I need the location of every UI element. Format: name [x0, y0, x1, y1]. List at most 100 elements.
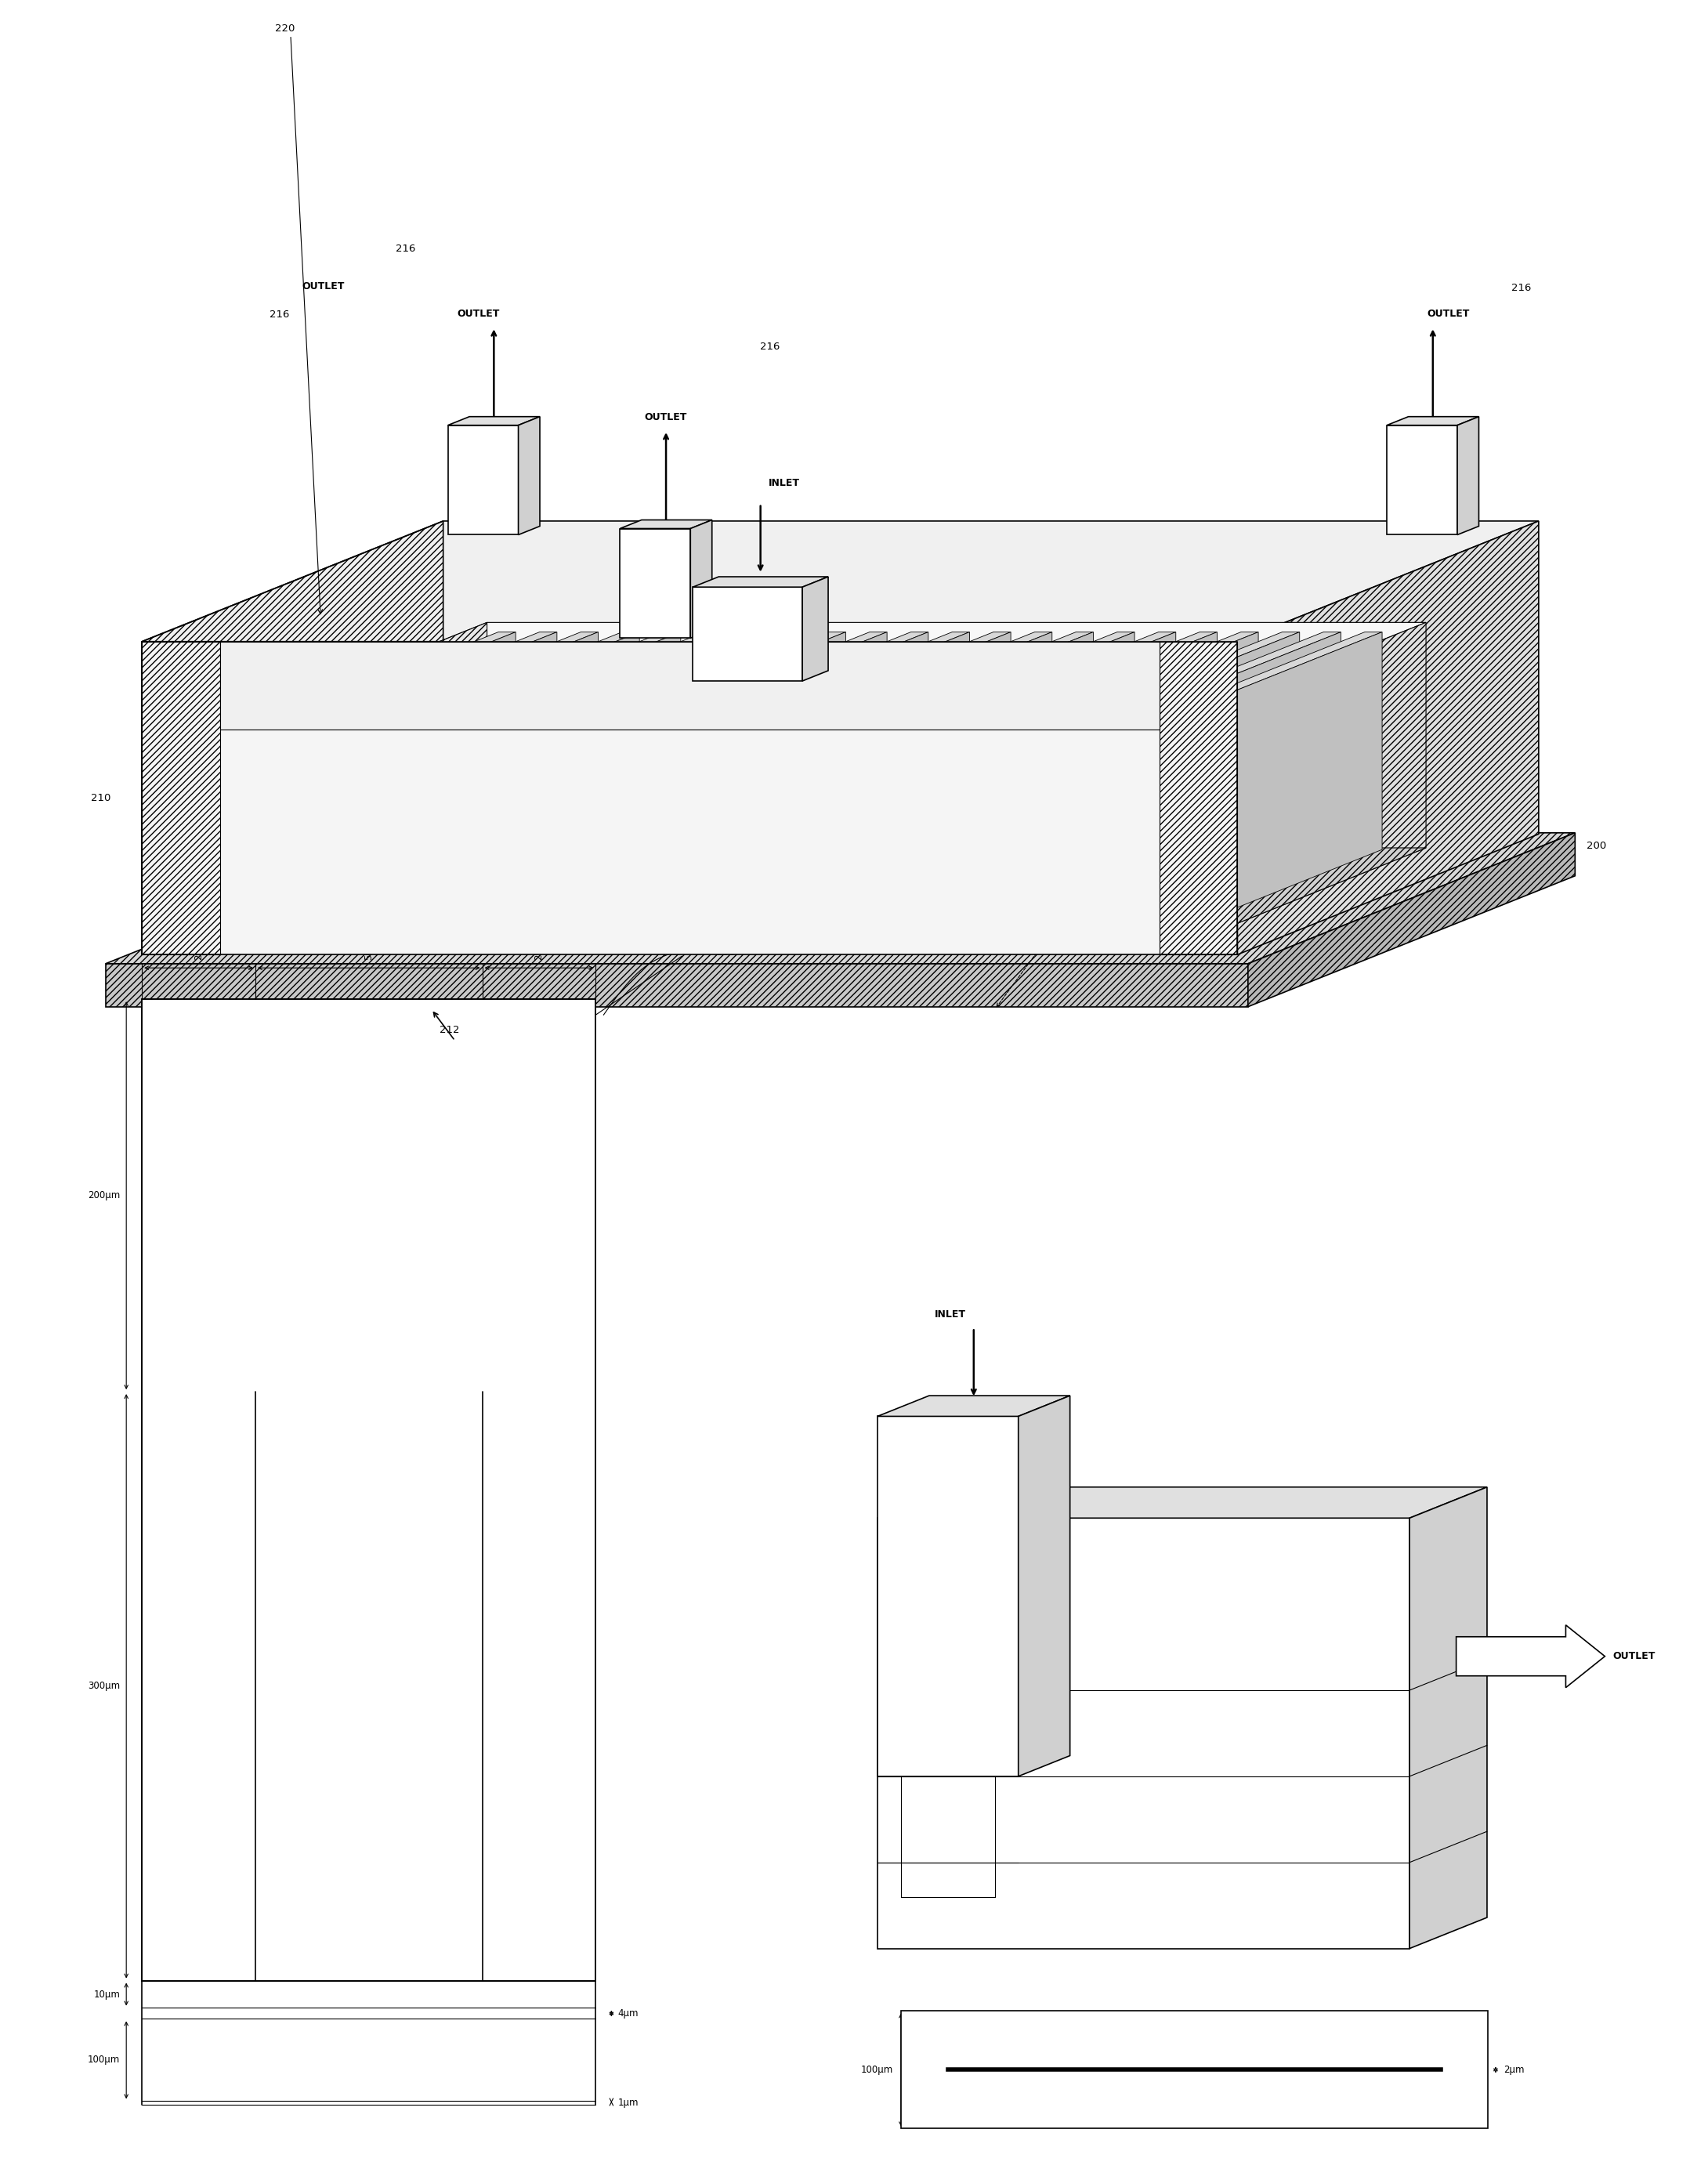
Polygon shape [540, 631, 763, 939]
Polygon shape [482, 631, 722, 722]
Polygon shape [523, 631, 763, 722]
Polygon shape [254, 848, 1426, 941]
Polygon shape [1059, 631, 1300, 722]
Text: —250: —250 [705, 948, 736, 957]
Polygon shape [357, 722, 374, 939]
Polygon shape [415, 631, 639, 939]
Polygon shape [975, 722, 994, 939]
Text: 50μm: 50μm [364, 933, 374, 961]
Polygon shape [620, 521, 712, 529]
Text: 212: 212 [439, 1026, 459, 1035]
Text: 222: 222 [1226, 627, 1247, 638]
Polygon shape [1100, 631, 1341, 722]
Polygon shape [398, 722, 415, 939]
Text: OUTLET: OUTLET [1428, 308, 1471, 319]
Polygon shape [482, 722, 499, 939]
Polygon shape [687, 631, 927, 722]
Text: 10μm: 10μm [94, 1989, 120, 2000]
Polygon shape [1076, 631, 1300, 939]
Text: OUTLET: OUTLET [302, 282, 345, 291]
Polygon shape [439, 631, 681, 722]
Polygon shape [951, 631, 1175, 939]
Polygon shape [803, 577, 828, 681]
Polygon shape [770, 631, 1011, 722]
Polygon shape [357, 631, 598, 722]
Polygon shape [975, 631, 1218, 722]
Polygon shape [869, 631, 1093, 939]
Polygon shape [910, 631, 1134, 939]
Polygon shape [106, 963, 1249, 1006]
Polygon shape [581, 631, 804, 939]
Polygon shape [605, 722, 622, 939]
Text: 200: 200 [1587, 842, 1606, 852]
Polygon shape [142, 1000, 596, 1980]
Polygon shape [523, 722, 540, 939]
Polygon shape [254, 623, 1426, 716]
Polygon shape [499, 631, 722, 939]
Polygon shape [564, 631, 804, 722]
Polygon shape [1141, 631, 1382, 722]
Polygon shape [934, 722, 951, 939]
Polygon shape [142, 521, 1539, 642]
Polygon shape [142, 642, 1237, 954]
Polygon shape [275, 722, 292, 939]
Text: 2μm: 2μm [1503, 2065, 1524, 2076]
Polygon shape [1035, 631, 1259, 939]
Polygon shape [852, 722, 869, 939]
Text: 216: 216 [1512, 282, 1530, 293]
Polygon shape [878, 1518, 1409, 1948]
Text: 25μm: 25μm [193, 933, 203, 961]
Polygon shape [646, 631, 886, 722]
Polygon shape [518, 416, 540, 536]
Text: 214: 214 [594, 644, 615, 655]
Polygon shape [687, 722, 704, 939]
Text: 25μm: 25μm [535, 933, 545, 961]
Polygon shape [292, 631, 516, 939]
Text: OUTLET: OUTLET [1612, 1651, 1655, 1661]
Polygon shape [852, 631, 1093, 722]
Polygon shape [663, 631, 886, 939]
Text: INLET: INLET [934, 1310, 967, 1321]
Polygon shape [1249, 833, 1575, 1006]
Text: OUTLET: OUTLET [644, 412, 687, 423]
Polygon shape [787, 631, 1011, 939]
Polygon shape [746, 631, 970, 939]
Text: 100μm: 100μm [87, 2054, 120, 2065]
Polygon shape [1100, 722, 1117, 939]
FancyArrow shape [1457, 1625, 1606, 1687]
Polygon shape [934, 631, 1175, 722]
Polygon shape [605, 631, 845, 722]
Polygon shape [1141, 722, 1158, 939]
Polygon shape [447, 416, 540, 425]
Polygon shape [728, 631, 970, 722]
Polygon shape [878, 1416, 1018, 1776]
Polygon shape [1387, 425, 1457, 536]
Text: 250: 250 [1050, 1651, 1069, 1661]
Text: 216: 216 [760, 343, 781, 351]
Polygon shape [878, 1395, 1069, 1416]
Text: 216: 216 [396, 243, 415, 254]
Polygon shape [893, 631, 1134, 722]
Polygon shape [439, 722, 458, 939]
Polygon shape [275, 631, 516, 722]
Polygon shape [564, 722, 581, 939]
Text: 200μm: 200μm [87, 1191, 120, 1202]
Polygon shape [316, 722, 333, 939]
Polygon shape [316, 631, 557, 722]
Polygon shape [900, 2011, 1488, 2128]
Polygon shape [704, 631, 927, 939]
Polygon shape [811, 722, 828, 939]
Text: INLET: INLET [769, 477, 799, 488]
Polygon shape [622, 631, 845, 939]
Polygon shape [1018, 631, 1259, 722]
Polygon shape [828, 631, 1052, 939]
Polygon shape [1387, 416, 1479, 425]
Polygon shape [106, 833, 1575, 963]
Polygon shape [333, 631, 557, 939]
Polygon shape [1457, 416, 1479, 536]
Polygon shape [693, 588, 803, 681]
Polygon shape [447, 425, 518, 536]
Text: OUTLET: OUTLET [458, 308, 499, 319]
Polygon shape [893, 722, 910, 939]
Polygon shape [620, 529, 690, 638]
